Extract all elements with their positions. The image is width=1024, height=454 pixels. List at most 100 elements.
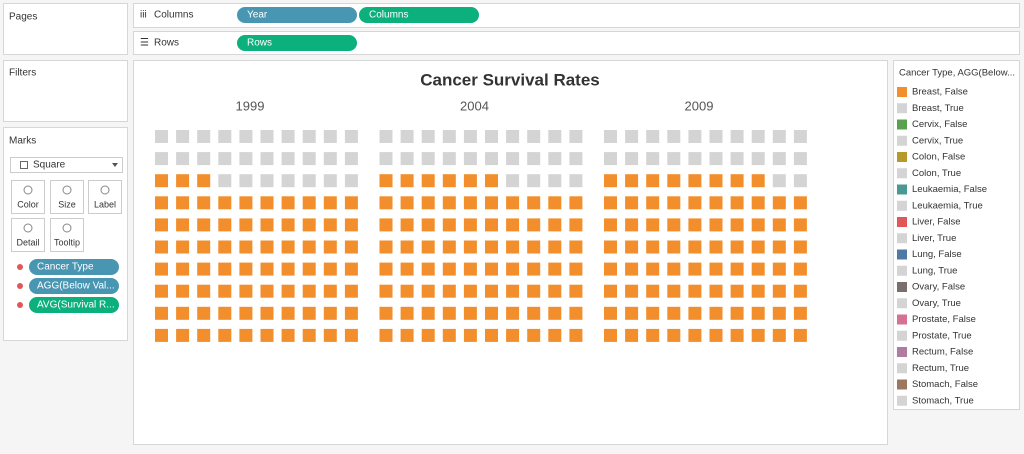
waffle-square	[239, 174, 253, 188]
waffle-square	[772, 218, 786, 232]
pill[interactable]	[359, 7, 479, 23]
waffle-square	[421, 328, 435, 342]
waffle-square	[239, 218, 253, 232]
legend-swatch	[897, 298, 907, 309]
waffle-square	[281, 240, 295, 254]
waffle-square	[793, 284, 807, 298]
field-pill[interactable]	[29, 259, 119, 275]
field-pill[interactable]	[29, 297, 119, 313]
waffle-square	[548, 174, 562, 188]
waffle-square	[442, 306, 456, 320]
waffle-square	[730, 328, 744, 342]
waffle-square	[281, 218, 295, 232]
waffle-square	[646, 152, 660, 166]
waffle-square	[569, 328, 583, 342]
waffle-square	[281, 130, 295, 143]
waffle-square	[344, 240, 358, 254]
waffle-square	[772, 174, 786, 188]
button-icon	[23, 185, 33, 195]
waffle-square	[604, 218, 617, 232]
legend-swatch	[897, 200, 907, 211]
waffle-square	[239, 240, 253, 254]
button-icon	[62, 223, 72, 233]
waffle-square	[625, 174, 639, 188]
waffle-square	[730, 196, 744, 210]
waffle-square	[604, 240, 617, 254]
shelf-label: Rows	[154, 38, 179, 49]
mark-type-dropdown[interactable]	[10, 157, 123, 173]
waffle-square	[302, 328, 316, 342]
waffle-square	[506, 240, 520, 254]
waffle-square	[751, 174, 765, 188]
waffle-square	[218, 328, 232, 342]
waffle-square	[667, 174, 681, 188]
waffle-square	[302, 130, 316, 143]
rows-shelf	[133, 31, 1020, 55]
waffle-square	[176, 328, 190, 342]
waffle-square	[730, 240, 744, 254]
waffle-square	[344, 130, 358, 143]
waffle-square	[506, 196, 520, 210]
waffle-square	[400, 196, 414, 210]
waffle-square	[667, 152, 681, 166]
waffle-square	[281, 196, 295, 210]
field-pill[interactable]	[29, 278, 119, 294]
waffle-square	[485, 284, 498, 298]
waffle-square	[667, 306, 681, 320]
waffle-square	[239, 130, 253, 143]
waffle-square	[176, 152, 190, 166]
waffle-square	[548, 306, 562, 320]
waffle-square	[772, 328, 786, 342]
waffle-square	[442, 196, 456, 210]
waffle-square	[323, 240, 337, 254]
waffle-square	[667, 328, 681, 342]
legend-label: Prostate, True	[912, 330, 972, 341]
waffle-square	[239, 152, 253, 166]
waffle-square	[400, 240, 414, 254]
waffle-square	[155, 152, 168, 166]
shelf-label: Columns	[154, 10, 193, 21]
waffle-square	[667, 196, 681, 210]
waffle-square	[569, 306, 583, 320]
waffle-square	[604, 174, 617, 188]
legend-swatch	[897, 119, 907, 130]
pill-label: Rows	[247, 38, 272, 49]
waffle-square	[709, 196, 723, 210]
waffle-square	[302, 262, 316, 276]
waffle-square	[197, 174, 211, 188]
waffle-square	[527, 218, 541, 232]
waffle-square	[421, 262, 435, 276]
waffle-square	[548, 262, 562, 276]
waffle-square	[793, 152, 807, 166]
waffle-square	[793, 262, 807, 276]
waffle-square	[730, 284, 744, 298]
waffle-square	[751, 262, 765, 276]
waffle-square	[344, 152, 358, 166]
field-label: AGG(Below Val...	[37, 281, 115, 292]
waffle-square	[197, 262, 211, 276]
waffle-square	[751, 130, 765, 143]
button-label: Size	[58, 199, 76, 209]
waffle-square	[281, 152, 295, 166]
waffle-square	[421, 174, 435, 188]
waffle-square	[260, 196, 274, 210]
waffle-square	[218, 240, 232, 254]
button-label: Detail	[16, 237, 39, 247]
waffle-square	[260, 306, 274, 320]
legend-swatch	[897, 395, 907, 406]
button-icon	[23, 223, 33, 233]
waffle-square	[604, 152, 617, 166]
legend-label: Lung, False	[912, 249, 962, 260]
legend-title: Cancer Type, AGG(Below...	[899, 68, 1015, 79]
waffle-square	[485, 174, 498, 188]
waffle-square	[751, 240, 765, 254]
waffle-square	[239, 284, 253, 298]
waffle-square	[442, 130, 456, 143]
waffle-square	[218, 174, 232, 188]
pill[interactable]	[237, 35, 357, 51]
waffle-square	[506, 174, 520, 188]
legend-swatch	[897, 135, 907, 146]
pill[interactable]	[237, 7, 357, 23]
card-title: Filters	[9, 68, 36, 79]
